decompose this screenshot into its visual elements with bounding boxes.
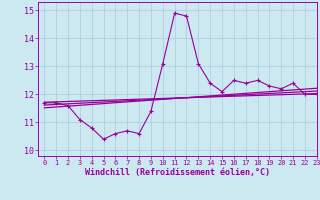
X-axis label: Windchill (Refroidissement éolien,°C): Windchill (Refroidissement éolien,°C) [85,168,270,177]
